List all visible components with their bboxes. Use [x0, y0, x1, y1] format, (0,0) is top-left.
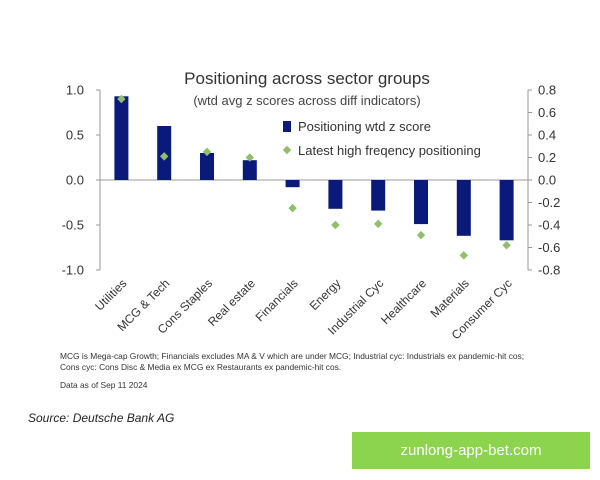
right-tick-label: 0.8: [538, 83, 556, 98]
point-marker: [416, 230, 426, 240]
bar: [414, 180, 428, 225]
bar: [499, 180, 514, 241]
point-marker: [331, 220, 340, 230]
data-as-of: Data as of Sep 11 2024: [60, 380, 148, 390]
left-tick-label: 0.5: [66, 128, 84, 143]
footnote: MCG is Mega-cap Growth; Financials exclu…: [60, 351, 525, 372]
bar: [200, 153, 214, 180]
bar: [328, 180, 343, 209]
point-marker: [160, 152, 169, 161]
right-tick-label: 0.6: [538, 105, 556, 120]
category-label: Utilities: [92, 276, 129, 313]
right-tick-label: 0.0: [538, 173, 556, 188]
watermark-banner: zunlong-app-bet.com: [352, 432, 590, 469]
chart-subtitle: (wtd avg z scores across diff indicators…: [193, 93, 420, 108]
legend-label: Latest high freqency positioning: [298, 143, 481, 158]
point-marker: [459, 251, 468, 260]
point-marker: [502, 241, 511, 250]
right-tick-label: 0.4: [538, 128, 556, 143]
bar: [114, 96, 129, 180]
left-tick-label: -1.0: [62, 263, 84, 278]
left-tick-label: -0.5: [62, 218, 84, 233]
bar-series: [114, 96, 514, 241]
category-label: Healthcare: [378, 276, 429, 327]
left-tick-label: 1.0: [66, 83, 84, 98]
chart-title: Positioning across sector groups: [184, 69, 430, 88]
legend-swatch-bar: [283, 121, 291, 132]
point-marker: [374, 219, 383, 229]
bar: [242, 160, 257, 180]
bar: [371, 180, 386, 211]
category-label: Financials: [253, 276, 301, 324]
category-label: Real estate: [205, 276, 258, 329]
bar: [285, 180, 300, 188]
legend-swatch-point: [282, 145, 292, 155]
right-tick-label: 0.2: [538, 150, 556, 165]
point-marker: [288, 203, 297, 213]
point-marker: [245, 153, 254, 162]
bar: [456, 180, 471, 236]
legend-label: Positioning wtd z score: [298, 119, 431, 134]
point-marker: [117, 94, 126, 104]
category-label: Energy: [307, 276, 344, 313]
category-label: Materials: [428, 276, 472, 320]
point-marker: [202, 147, 212, 157]
right-tick-label: -0.2: [538, 195, 560, 210]
point-series: [117, 94, 511, 260]
legend: Positioning wtd z score Latest high freqe…: [282, 119, 481, 158]
right-tick-label: -0.6: [538, 240, 560, 255]
right-tick-label: -0.8: [538, 263, 560, 278]
source-note: Source: Deutsche Bank AG: [28, 411, 175, 425]
right-tick-label: -0.4: [538, 218, 560, 233]
left-tick-label: 0.0: [66, 173, 84, 188]
